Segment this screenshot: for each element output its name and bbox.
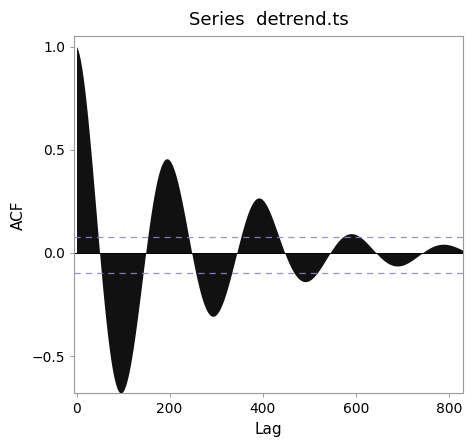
Y-axis label: ACF: ACF — [11, 200, 26, 229]
Title: Series  detrend.ts: Series detrend.ts — [189, 11, 348, 29]
X-axis label: Lag: Lag — [255, 422, 283, 437]
